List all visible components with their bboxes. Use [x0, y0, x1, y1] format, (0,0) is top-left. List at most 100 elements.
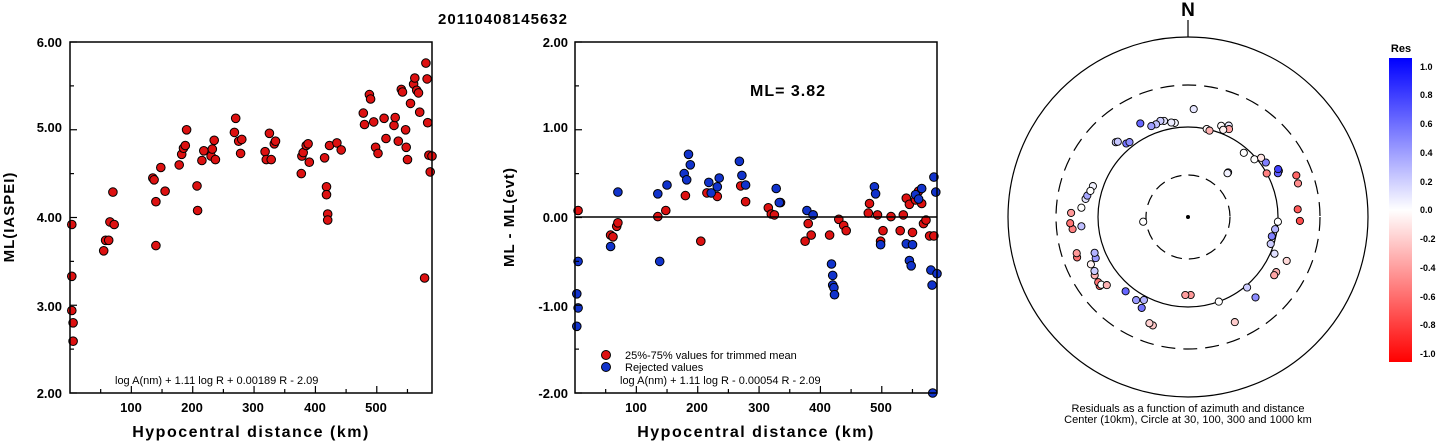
p1-data-point [319, 153, 330, 163]
p2-y-tick-label: 2.00 [543, 35, 568, 50]
colorbar-tick: 0.2 [1420, 177, 1433, 187]
p1-data-point [103, 235, 114, 246]
p2-data-point [613, 187, 623, 197]
p1-x-tick-label: 200 [181, 400, 203, 415]
station-residual-point [1219, 125, 1228, 134]
ring-30km [1145, 174, 1231, 260]
p1-data-point [401, 142, 412, 153]
p1-points [67, 58, 437, 347]
legend-marker-rejected [601, 362, 611, 372]
p2-data-point [734, 156, 745, 167]
panel-azimuth-polar: N Residuals as a function of azimuth and… [1007, 0, 1369, 426]
station-residual-point [1137, 303, 1146, 312]
ring-300km [1055, 84, 1321, 350]
p2-data-point [774, 197, 785, 208]
p3-points [1066, 105, 1304, 330]
p2-data-point [875, 239, 886, 250]
p1-ticks [70, 41, 409, 394]
station-residual-point [1257, 153, 1266, 162]
p1-x-tick-label: 100 [120, 400, 142, 415]
station-residual-point [1090, 266, 1099, 276]
ml-value-annotation: ML= 3.82 [750, 83, 826, 100]
p2-data-point [653, 189, 663, 199]
p1-data-point [235, 148, 246, 159]
p1-data-point [422, 117, 433, 128]
station-residual-point [1189, 105, 1198, 114]
panel-ml-iaspei: 6.00 5.00 4.00 3.00 2.00 100 200 300 400… [1, 35, 437, 441]
p1-data-point [400, 125, 411, 135]
ring-100km [1097, 126, 1279, 308]
p1-data-point [332, 138, 342, 148]
p2-data-point [863, 208, 874, 218]
p2-data-point [806, 230, 817, 240]
station-residual-point [1067, 208, 1076, 217]
p2-data-point [829, 289, 840, 300]
colorbar-tick: -0.4 [1420, 263, 1436, 273]
p2-data-point [929, 172, 939, 182]
p1-x-axis-label: Hypocentral distance (km) [132, 424, 370, 441]
p1-y-tick-label: 3.00 [37, 299, 62, 314]
p1-x-tick-label: 300 [242, 400, 264, 415]
p2-data-point [864, 198, 875, 209]
p2-y-tick-label: -1.00 [538, 299, 568, 314]
station-residual-point [1293, 205, 1302, 214]
p1-data-point [410, 73, 420, 83]
p2-x-tick-label: 200 [686, 400, 708, 415]
p1-data-point [151, 240, 161, 251]
colorbar-tick: -0.2 [1420, 234, 1436, 244]
p2-data-point [771, 183, 782, 194]
p1-data-point [422, 74, 432, 84]
station-residual-point [1145, 319, 1154, 328]
p2-data-point [872, 210, 883, 220]
p1-data-point [359, 119, 370, 130]
p2-data-point [662, 180, 672, 190]
p2-y-tick-label: 1.00 [543, 120, 568, 135]
p1-data-point [68, 318, 78, 328]
p2-data-point [808, 210, 818, 220]
colorbar-tick: -1.0 [1420, 349, 1436, 359]
colorbar-tick: 1.0 [1420, 62, 1433, 72]
p1-data-point [67, 271, 77, 282]
p1-data-point [421, 58, 431, 68]
station-residual-point [1223, 169, 1232, 178]
p2-data-point [906, 261, 917, 271]
p2-data-point [685, 160, 696, 170]
p1-y-tick-label: 6.00 [37, 35, 62, 50]
station-residual-point [1136, 119, 1145, 128]
p1-data-point [68, 336, 78, 347]
p2-ticks [575, 41, 914, 394]
p1-data-point [264, 128, 275, 139]
p1-data-point [419, 273, 430, 283]
p1-data-point [405, 98, 416, 109]
p2-x-tick-label: 400 [809, 400, 831, 415]
station-residual-point [1270, 249, 1279, 258]
station-residual-point [1205, 126, 1214, 135]
p2-x-tick-label: 100 [625, 400, 647, 415]
p1-x-tick-label: 500 [365, 400, 387, 415]
p2-data-point [683, 149, 694, 160]
p2-y-axis-label: ML - ML(evt) [501, 167, 518, 267]
station-residual-point [1251, 293, 1260, 302]
station-residual-point [1262, 169, 1271, 178]
p2-data-point [878, 225, 888, 236]
p2-data-point [769, 210, 780, 220]
p1-y-axis-label: ML(IASPEI) [1, 172, 18, 263]
p1-data-point [192, 205, 203, 216]
p1-data-point [425, 167, 436, 177]
p2-data-point [907, 227, 918, 238]
p2-data-point [706, 188, 717, 198]
station-residual-point [1293, 179, 1303, 188]
colorbar-title: Res [1391, 43, 1411, 55]
p1-data-point [160, 186, 170, 196]
p2-data-point [680, 190, 691, 201]
p1-data-point [414, 107, 425, 117]
station-residual-point [1230, 318, 1239, 327]
p1-data-point [296, 168, 307, 179]
p2-data-point [824, 230, 835, 240]
p1-data-point [230, 113, 241, 124]
p1-data-point [413, 88, 424, 98]
p2-data-point [661, 205, 671, 216]
p1-data-point [108, 187, 118, 197]
station-residual-point [1147, 122, 1156, 131]
